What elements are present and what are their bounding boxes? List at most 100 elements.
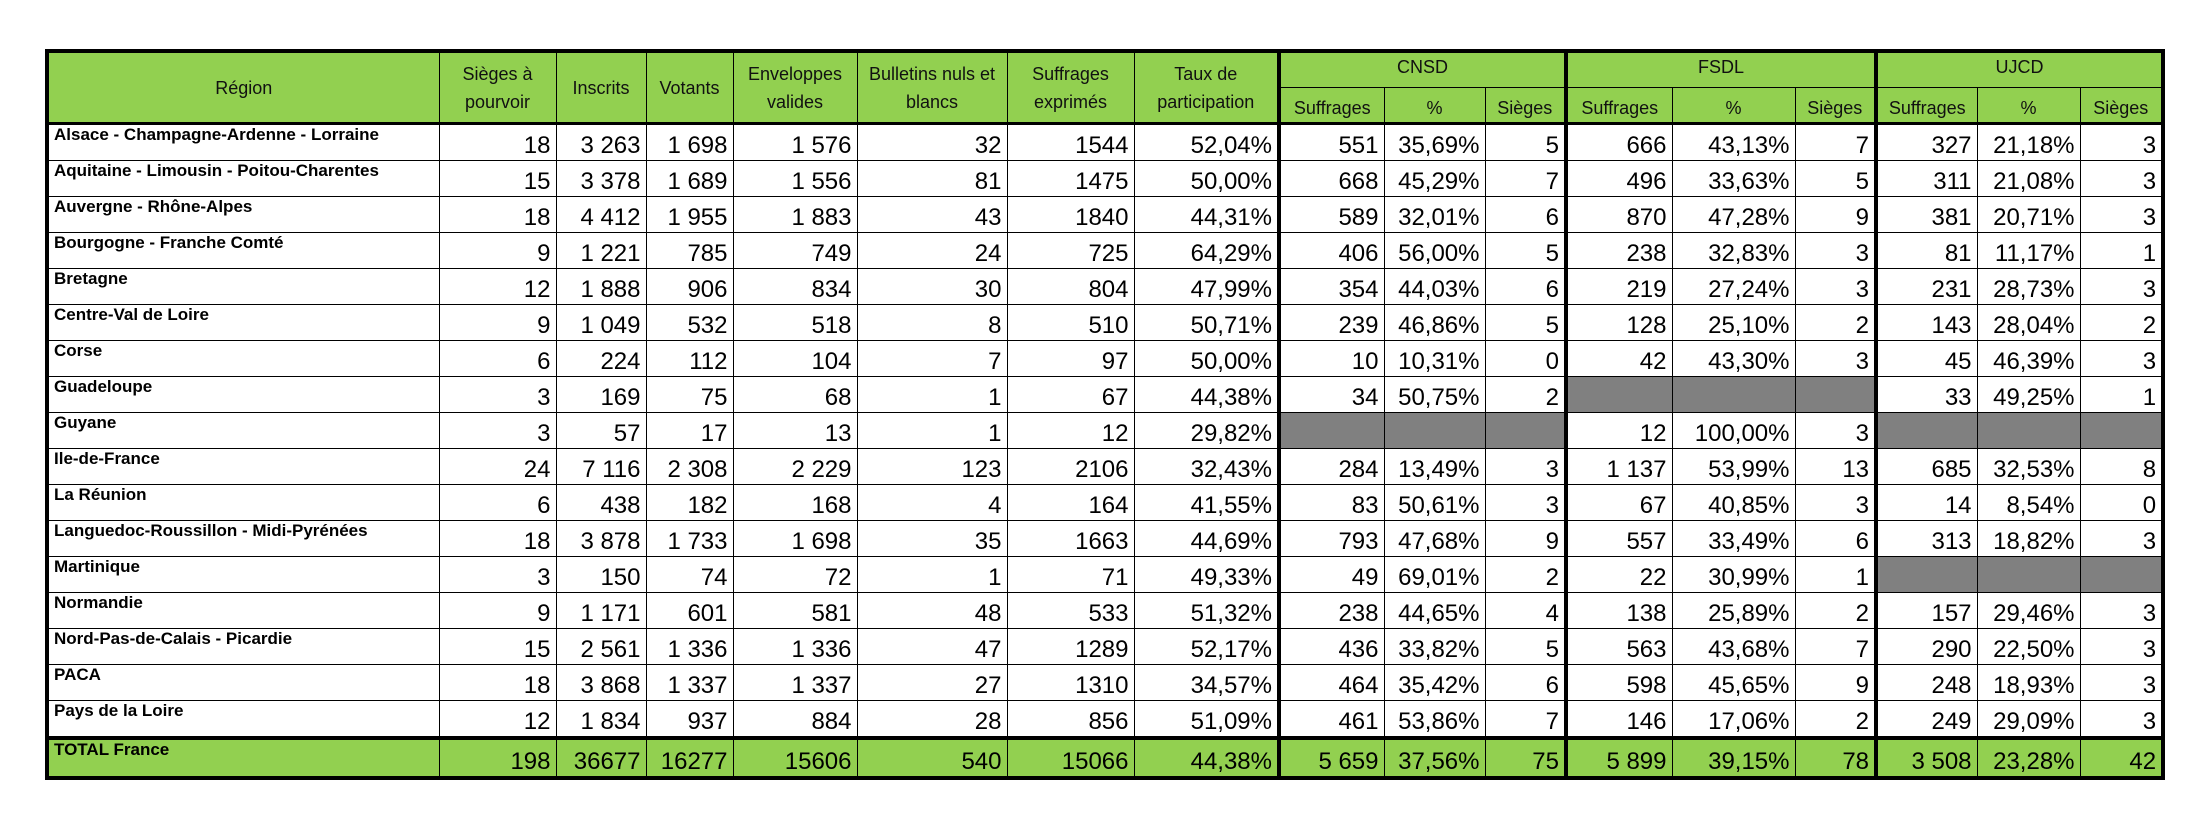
value-cell: 50,61%: [1383, 484, 1486, 521]
value-cell: 150: [555, 556, 647, 593]
region-cell: Corse: [46, 340, 440, 377]
value-cell: 1 337: [645, 664, 734, 701]
value-cell: 12: [1564, 412, 1673, 449]
value-cell: 6: [1484, 664, 1567, 701]
value-cell: 2: [1794, 700, 1877, 739]
value-cell: 10,31%: [1383, 340, 1486, 377]
value-cell: 128: [1564, 304, 1673, 341]
value-cell: 33,49%: [1671, 520, 1796, 557]
value-cell: 461: [1277, 700, 1385, 739]
value-cell: 1 336: [645, 628, 734, 665]
data-row: PACA 18 3 868 1 337 1 337 27 1310 34,57% 464 35,4…: [46, 664, 2164, 701]
subcolumn-header: Suffrages: [1564, 87, 1673, 125]
value-cell: 438: [555, 484, 647, 521]
value-cell: 2 561: [555, 628, 647, 665]
value-cell: 3: [438, 556, 557, 593]
region-cell: Nord-Pas-de-Calais - Picardie: [46, 628, 440, 665]
data-row: Aquitaine - Limousin - Poitou-Charentes 1…: [46, 160, 2164, 197]
value-cell: 793: [1277, 520, 1385, 557]
value-cell: 17: [645, 412, 734, 449]
value-cell: 11,17%: [1976, 232, 2081, 269]
value-cell: 29,46%: [1976, 592, 2081, 629]
value-cell: 44,38%: [1133, 736, 1280, 779]
value-cell: 219: [1564, 268, 1673, 305]
value-cell: 785: [645, 232, 734, 269]
value-cell: 112: [645, 340, 734, 377]
column-header: Inscrits: [555, 50, 647, 125]
value-cell: 18: [438, 664, 557, 701]
value-cell: 67: [1564, 484, 1673, 521]
value-cell: 138: [1564, 592, 1673, 629]
region-cell: La Réunion: [46, 484, 440, 521]
region-cell: Ile-de-France: [46, 448, 440, 485]
value-cell: 3: [1484, 484, 1567, 521]
value-cell: 67: [1006, 376, 1135, 413]
value-cell: 51,32%: [1133, 592, 1280, 629]
value-cell: 24: [856, 232, 1008, 269]
value-cell: 589: [1277, 196, 1385, 233]
value-cell: 15606: [732, 736, 858, 779]
value-cell: 598: [1564, 664, 1673, 701]
value-cell: 28: [856, 700, 1008, 739]
value-cell: 5: [1794, 160, 1877, 197]
value-cell: 311: [1874, 160, 1978, 197]
value-cell: 83: [1277, 484, 1385, 521]
value-cell: 34,57%: [1133, 664, 1280, 701]
value-cell: 123: [856, 448, 1008, 485]
value-cell: 551: [1277, 123, 1385, 161]
value-cell: 3: [1794, 340, 1877, 377]
value-cell: 21,18%: [1976, 123, 2081, 161]
region-cell: Normandie: [46, 592, 440, 629]
value-cell: 834: [732, 268, 858, 305]
value-cell: 28,73%: [1976, 268, 2081, 305]
subcolumn-header: Sièges: [2079, 87, 2164, 125]
value-cell: 12: [438, 700, 557, 739]
value-cell: 50,00%: [1133, 160, 1280, 197]
value-cell: 24: [438, 448, 557, 485]
value-cell: 3: [2079, 340, 2164, 377]
value-cell: 7: [1794, 628, 1877, 665]
value-cell: 1 689: [645, 160, 734, 197]
region-cell: Auvergne - Rhône-Alpes: [46, 196, 440, 233]
value-cell: 464: [1277, 664, 1385, 701]
value-cell: 64,29%: [1133, 232, 1280, 269]
region-cell: Languedoc-Roussillon - Midi-Pyrénées: [46, 520, 440, 557]
value-cell: 1 576: [732, 123, 858, 161]
subcolumn-header: Suffrages: [1874, 87, 1978, 125]
empty-cell: [1794, 376, 1877, 413]
value-cell: 749: [732, 232, 858, 269]
value-cell: 51,09%: [1133, 700, 1280, 739]
value-cell: 7: [1484, 700, 1567, 739]
value-cell: 313: [1874, 520, 1978, 557]
value-cell: 22,50%: [1976, 628, 2081, 665]
value-cell: 29,09%: [1976, 700, 2081, 739]
value-cell: 45,65%: [1671, 664, 1796, 701]
subheader-row: Suffrages% Sièges Suffrages% Sièges Suffrage…: [47, 87, 2164, 125]
data-row: Auvergne - Rhône-Alpes 18 4 412 1 955 1 883 4…: [46, 196, 2164, 233]
column-header: Région: [46, 50, 440, 125]
value-cell: 32: [856, 123, 1008, 161]
value-cell: 56,00%: [1383, 232, 1486, 269]
data-row: La Réunion 6 438 182 168 4 164 41,55% 83 50,61% 3 6…: [46, 484, 2164, 521]
value-cell: 15066: [1006, 736, 1135, 779]
value-cell: 7: [1794, 123, 1877, 161]
value-cell: 4: [856, 484, 1008, 521]
value-cell: 3 378: [555, 160, 647, 197]
value-cell: 16277: [645, 736, 734, 779]
table-body: Alsace - Champagne-Ardenne - Lorraine 18 3…: [46, 123, 2164, 779]
value-cell: 6: [1484, 196, 1567, 233]
region-cell: Centre-Val de Loire: [46, 304, 440, 341]
empty-cell: [1383, 412, 1486, 449]
value-cell: 3: [2079, 700, 2164, 739]
region-cell: Pays de la Loire: [46, 700, 440, 739]
value-cell: 3: [2079, 664, 2164, 701]
value-cell: 39,15%: [1671, 736, 1796, 779]
value-cell: 1 171: [555, 592, 647, 629]
value-cell: 1663: [1006, 520, 1135, 557]
value-cell: 884: [732, 700, 858, 739]
value-cell: 1 834: [555, 700, 647, 739]
value-cell: 4 412: [555, 196, 647, 233]
value-cell: 5: [1484, 123, 1567, 161]
region-cell: Aquitaine - Limousin - Poitou-Charentes: [46, 160, 440, 197]
value-cell: 35,69%: [1383, 123, 1486, 161]
